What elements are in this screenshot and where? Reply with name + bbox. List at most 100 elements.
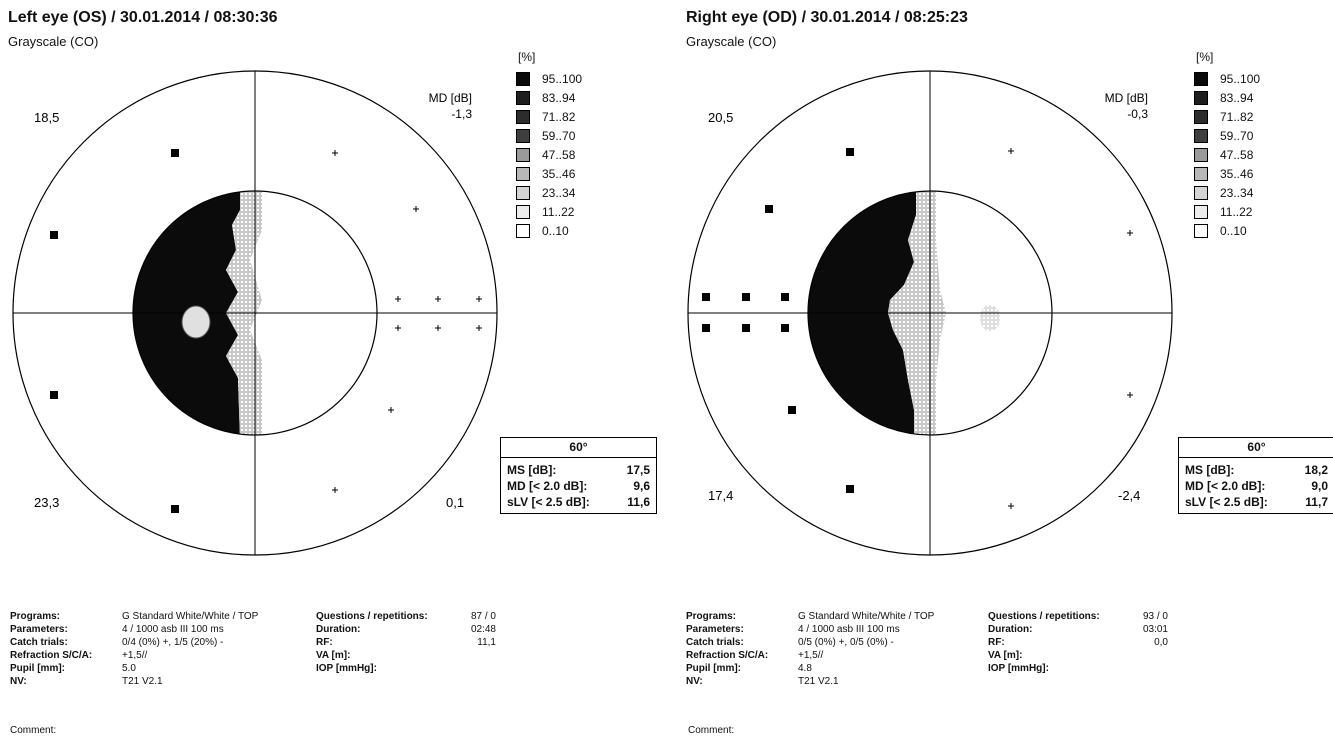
left-quadrant-bl: 23,3: [34, 495, 59, 510]
legend-label: 11..22: [1220, 205, 1253, 219]
legend-item: 23..34: [516, 186, 636, 202]
stats-slv-value: 11,7: [1305, 495, 1328, 509]
left-eye-title: Left eye (OS) / 30.01.2014 / 08:30:36: [8, 9, 278, 26]
legend-item: 11..22: [1194, 205, 1314, 221]
legend-label: 71..82: [542, 110, 576, 124]
legend-swatch: [1194, 167, 1208, 181]
right-stats-box: 60° MS [dB]: 18,2 MD [< 2.0 dB]: 9,0 sLV […: [1178, 437, 1333, 514]
stats-header: 60°: [501, 438, 656, 458]
legend-label: 23..34: [542, 186, 576, 200]
stats-ms-value: 17,5: [626, 463, 650, 477]
legend-swatch: [516, 186, 530, 200]
right-quadrant-tl: 20,5: [708, 110, 733, 125]
right-md-field-label: MD [dB]: [1105, 91, 1148, 105]
right-comment-label: Comment:: [688, 725, 735, 736]
legend-swatch: [1194, 72, 1208, 86]
stats-ms-row: MS [dB]: 17,5: [507, 463, 650, 477]
legend-unit: [%]: [518, 50, 536, 64]
stats-md-value: 9,0: [1311, 479, 1328, 493]
legend-item: 71..82: [1194, 110, 1314, 126]
legend-swatch: [516, 129, 530, 143]
right-normal-points: [1008, 148, 1133, 509]
legend-item: 59..70: [516, 129, 636, 145]
right-eye-panel: Right eye (OD) / 30.01.2014 / 08:25:23 G…: [678, 0, 1333, 738]
legend-swatch: [516, 205, 530, 219]
stats-ms-row: MS [dB]: 18,2: [1185, 463, 1328, 477]
legend-item: 35..46: [516, 167, 636, 183]
right-pupil-value: 4.8: [798, 663, 812, 674]
stats-md-row: MD [< 2.0 dB]: 9,6: [507, 479, 650, 493]
left-nv-value: T21 V2.1: [122, 676, 163, 687]
left-stats-box: 60° MS [dB]: 17,5 MD [< 2.0 dB]: 9,6 sLV […: [500, 437, 657, 514]
left-quadrant-tl: 18,5: [34, 110, 59, 125]
legend-label: 11..22: [542, 205, 575, 219]
right-programs-value: G Standard White/White / TOP: [798, 611, 935, 622]
legend-label: 59..70: [542, 129, 576, 143]
legend-label: 59..70: [1220, 129, 1254, 143]
legend-label: 95..100: [1220, 72, 1261, 86]
right-defect-points: [702, 148, 854, 493]
left-rf-value: 11,1: [477, 637, 496, 648]
legend-unit: [%]: [1196, 50, 1214, 64]
legend-label: 83..94: [1220, 91, 1254, 105]
legend-item: 59..70: [1194, 129, 1314, 145]
right-iop-value: [1128, 662, 1168, 675]
blind-spot: [181, 305, 211, 339]
legend-item: 71..82: [516, 110, 636, 126]
legend-label: 0..10: [542, 224, 569, 238]
legend-item: 95..100: [1194, 72, 1314, 88]
legend-label: 23..34: [1220, 186, 1254, 200]
left-questions-value: 87 / 0: [470, 611, 496, 622]
left-iop-value: [456, 662, 496, 675]
legend-item: 23..34: [1194, 186, 1314, 202]
legend-label: 35..46: [542, 167, 576, 181]
left-defect-points: [50, 149, 179, 513]
right-parameters-value: 4 / 1000 asb III 100 ms: [798, 624, 900, 635]
legend-swatch: [516, 167, 530, 181]
legend-swatch: [1194, 186, 1208, 200]
legend-label: 35..46: [1220, 167, 1254, 181]
legend-swatch: [1194, 205, 1208, 219]
legend-item: 0..10: [1194, 224, 1314, 240]
legend-label: 47..58: [542, 148, 576, 162]
right-va-value: [1128, 649, 1168, 662]
left-comment-label: Comment:: [10, 725, 57, 736]
left-va-value: [456, 649, 496, 662]
legend-item: 11..22: [516, 205, 636, 221]
left-eye-panel: Left eye (OS) / 30.01.2014 / 08:30:36 Gr…: [0, 0, 660, 738]
left-normal-points: [332, 150, 482, 493]
stats-slv-row: sLV [< 2.5 dB]: 11,7: [1185, 495, 1328, 509]
legend-swatch: [516, 110, 530, 124]
legend-swatch: [516, 72, 530, 86]
right-refraction-value: +1,5//: [798, 650, 824, 661]
stats-slv-value: 11,6: [627, 495, 650, 509]
right-quadrant-br: -2,4: [1118, 488, 1140, 503]
legend-swatch: [516, 91, 530, 105]
legend-swatch: [1194, 91, 1208, 105]
left-refraction-value: +1,5//: [122, 650, 148, 661]
left-pupil-value: 5.0: [122, 663, 136, 674]
left-programs-value: G Standard White/White / TOP: [122, 611, 259, 622]
legend-swatch: [1194, 224, 1208, 238]
left-eye-subtitle: Grayscale (CO): [8, 34, 99, 49]
legend-item: 0..10: [516, 224, 636, 240]
legend-label: 83..94: [542, 91, 576, 105]
legend-swatch: [1194, 110, 1208, 124]
right-eye-title: Right eye (OD) / 30.01.2014 / 08:25:23: [686, 9, 968, 26]
right-eye-subtitle: Grayscale (CO): [686, 34, 777, 49]
right-questions-value: 93 / 0: [1142, 611, 1168, 622]
right-quadrant-bl: 17,4: [708, 488, 733, 503]
left-quadrant-br: 0,1: [446, 495, 464, 510]
left-quadrant-tr: -1,3: [451, 107, 472, 121]
stats-md-row: MD [< 2.0 dB]: 9,0: [1185, 479, 1328, 493]
stats-md-value: 9,6: [633, 479, 650, 493]
right-visual-field-plot: 20,5 MD [dB] -0,3 17,4 -2,4: [687, 70, 1173, 556]
left-catch-trials-value: 0/4 (0%) +, 1/5 (20%) -: [122, 637, 224, 648]
legend-item: 83..94: [1194, 91, 1314, 107]
right-catch-trials-value: 0/5 (0%) +, 0/5 (0%) -: [798, 637, 894, 648]
legend-label: 71..82: [1220, 110, 1254, 124]
right-rf-value: 0,0: [1154, 637, 1168, 648]
legend-swatch: [516, 148, 530, 162]
left-duration-value: 02:48: [470, 624, 496, 635]
left-visual-field-plot: 18,5 MD [dB] -1,3 23,3 0,1: [12, 70, 498, 556]
